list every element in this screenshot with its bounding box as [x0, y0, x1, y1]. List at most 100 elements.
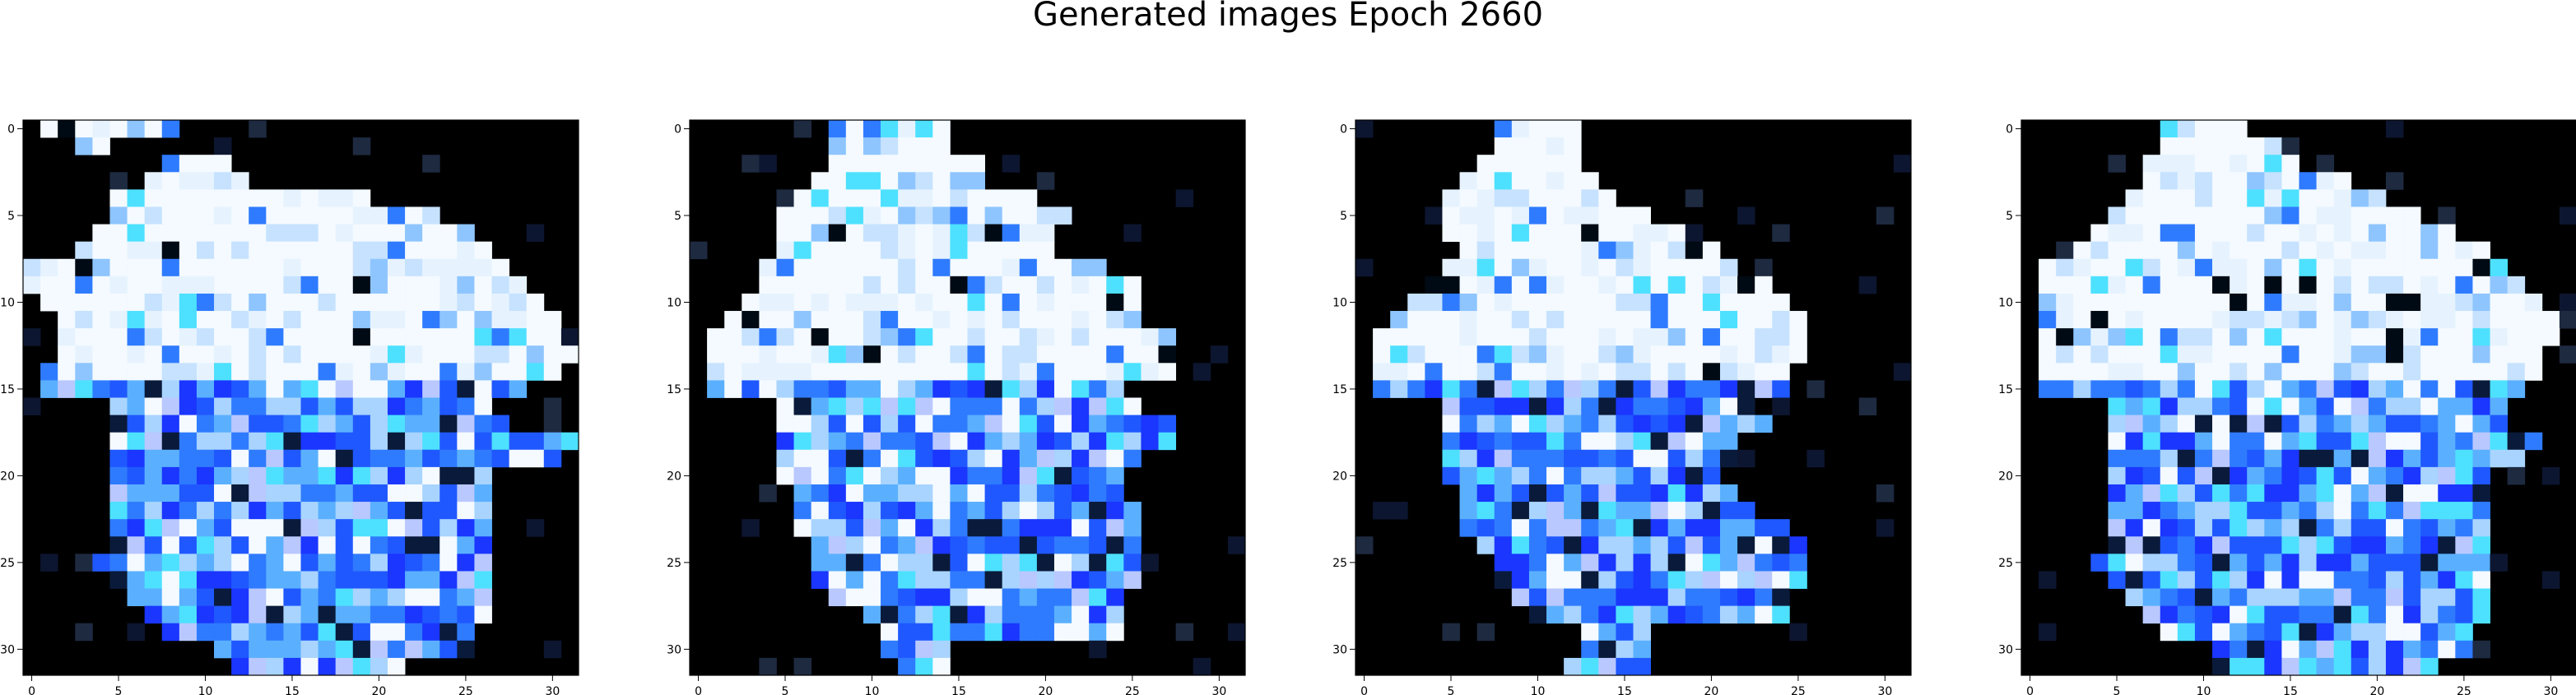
- pixel: [2247, 189, 2265, 207]
- pixel: [1564, 466, 1582, 485]
- pixel: [335, 345, 354, 364]
- pixel: [2368, 397, 2387, 415]
- pixel: [915, 623, 933, 642]
- pixel: [898, 189, 916, 207]
- pixel: [1598, 397, 1616, 415]
- x-tick-label: 20: [372, 685, 387, 695]
- pixel: [1719, 519, 1738, 537]
- pixel: [2281, 466, 2299, 485]
- pixel: [1737, 449, 1755, 468]
- pixel: [2281, 276, 2299, 294]
- pixel: [1667, 224, 1686, 243]
- pixel: [845, 415, 864, 433]
- pixel: [2333, 484, 2352, 503]
- pixel: [1036, 536, 1055, 554]
- pixel: [845, 588, 864, 607]
- pixel: [300, 571, 319, 589]
- pixel: [1581, 588, 1599, 607]
- pixel: [1650, 276, 1669, 294]
- pixel: [2230, 623, 2248, 642]
- pixel: [2212, 345, 2230, 364]
- pixel: [2142, 380, 2161, 398]
- pixel: [1633, 466, 1651, 485]
- pixel: [1476, 432, 1495, 451]
- pixel: [881, 588, 899, 607]
- pixel: [1737, 588, 1755, 607]
- pixel: [543, 397, 562, 415]
- pixel: [422, 155, 440, 173]
- pixel: [58, 120, 76, 138]
- pixel: [1373, 328, 1391, 346]
- pixel: [1511, 484, 1530, 503]
- pixel: [422, 588, 440, 607]
- x-tick-label: 25: [1791, 685, 1806, 695]
- pixel: [1123, 276, 1142, 294]
- pixel: [2160, 345, 2178, 364]
- pixel: [1528, 432, 1547, 451]
- pixel: [1053, 623, 1072, 642]
- pixel: [1685, 328, 1704, 346]
- pixel: [1407, 293, 1425, 312]
- pixel: [1442, 415, 1460, 433]
- pixel: [950, 588, 968, 607]
- pixel: [1702, 519, 1721, 537]
- pixel: [1546, 189, 1565, 207]
- pixel: [984, 623, 1003, 642]
- pixel: [2247, 640, 2265, 659]
- pixel: [2160, 172, 2178, 190]
- pixel: [2333, 466, 2352, 485]
- pixel: [1141, 415, 1159, 433]
- pixel: [387, 657, 406, 676]
- pixel: [742, 345, 760, 364]
- pixel: [2142, 449, 2161, 468]
- pixel: [474, 258, 492, 277]
- pixel: [932, 276, 951, 294]
- pixel: [2264, 449, 2282, 468]
- pixel: [1053, 293, 1072, 312]
- pixel: [2316, 502, 2335, 520]
- pixel: [2455, 241, 2473, 260]
- pixel: [950, 623, 968, 642]
- pixel: [881, 380, 899, 398]
- pixel: [2264, 380, 2282, 398]
- pixel: [2420, 519, 2439, 537]
- pixel: [300, 502, 319, 520]
- pixel: [2385, 519, 2404, 537]
- pixel: [387, 293, 406, 312]
- pixel: [543, 640, 562, 659]
- pixel: [127, 345, 146, 364]
- pixel: [474, 466, 492, 485]
- pixel: [543, 432, 562, 451]
- pixel: [352, 241, 371, 260]
- pixel: [828, 415, 847, 433]
- pixel: [144, 224, 163, 243]
- pixel: [1772, 588, 1790, 607]
- pixel: [439, 258, 458, 277]
- pixel: [2073, 363, 2091, 381]
- pixel: [1072, 363, 1090, 381]
- x-tick-label: 30: [1211, 685, 1226, 695]
- pixel: [1072, 328, 1090, 346]
- pixel: [266, 536, 284, 554]
- pixel: [1528, 189, 1547, 207]
- pixel: [300, 328, 319, 346]
- pixel: [1036, 345, 1055, 364]
- pixel: [405, 484, 423, 503]
- pixel: [1755, 588, 1773, 607]
- pixel: [92, 276, 110, 294]
- pixel: [2212, 415, 2230, 433]
- pixel: [2316, 293, 2335, 312]
- pixel: [2420, 293, 2439, 312]
- pixel: [881, 311, 899, 329]
- pixel: [1019, 241, 1038, 260]
- pixel: [915, 137, 933, 155]
- pixel: [2472, 466, 2490, 485]
- pixel: [266, 449, 284, 468]
- pixel: [2385, 172, 2404, 190]
- pixel: [2333, 623, 2352, 642]
- pixel: [1650, 519, 1669, 537]
- pixel: [214, 519, 232, 537]
- pixel: [2385, 588, 2404, 607]
- pixel: [474, 415, 492, 433]
- pixel: [1876, 519, 1895, 537]
